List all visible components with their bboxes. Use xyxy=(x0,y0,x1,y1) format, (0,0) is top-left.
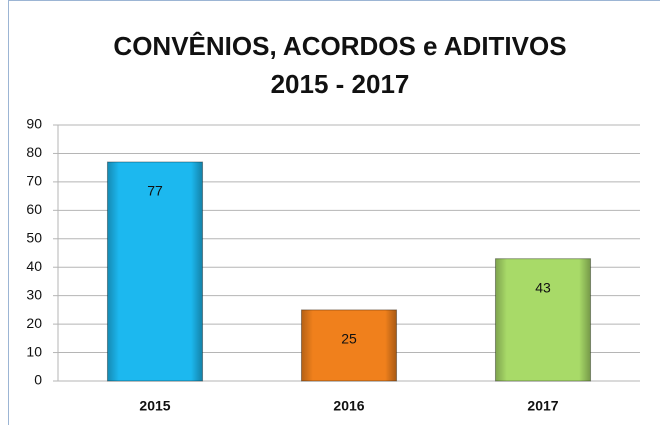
bar-shade xyxy=(107,161,203,381)
y-tick-label: 70 xyxy=(26,173,42,189)
y-tick-label: 20 xyxy=(26,315,42,331)
y-tick-label: 60 xyxy=(26,201,42,217)
chart-frame xyxy=(8,0,660,425)
data-label: 77 xyxy=(147,183,163,199)
data-label: 25 xyxy=(341,331,357,347)
x-tick-label: 2015 xyxy=(139,398,170,414)
y-tick-label: 40 xyxy=(26,258,42,274)
bar-shade xyxy=(495,258,591,381)
y-tick-label: 30 xyxy=(26,286,42,302)
y-tick-label: 50 xyxy=(26,229,42,245)
data-label: 43 xyxy=(535,279,551,295)
chart-subtitle: 2015 - 2017 xyxy=(271,69,410,99)
chart-title: CONVÊNIOS, ACORDOS e ADITIVOS xyxy=(113,31,566,61)
x-tick-label: 2017 xyxy=(527,398,558,414)
x-tick-label: 2016 xyxy=(333,398,364,414)
y-tick-label: 90 xyxy=(26,116,42,132)
y-tick-label: 80 xyxy=(26,144,42,160)
bar-shade xyxy=(301,309,397,381)
y-tick-label: 0 xyxy=(34,372,42,388)
y-tick-label: 10 xyxy=(26,343,42,359)
